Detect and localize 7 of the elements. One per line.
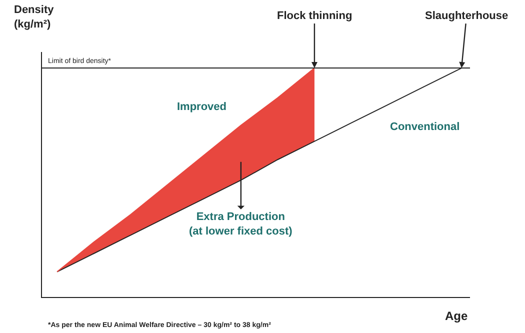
series-label: Conventional xyxy=(390,121,460,133)
text: Slaughterhouse xyxy=(425,10,508,22)
x-axis-title: Age xyxy=(445,309,468,323)
y-axis-title: Density (kg/m²) xyxy=(14,4,55,30)
text: Flock thinning xyxy=(277,10,352,22)
annotation: Extra Production (at lower fixed cost) xyxy=(189,211,293,238)
series-label: Improved xyxy=(177,101,227,113)
